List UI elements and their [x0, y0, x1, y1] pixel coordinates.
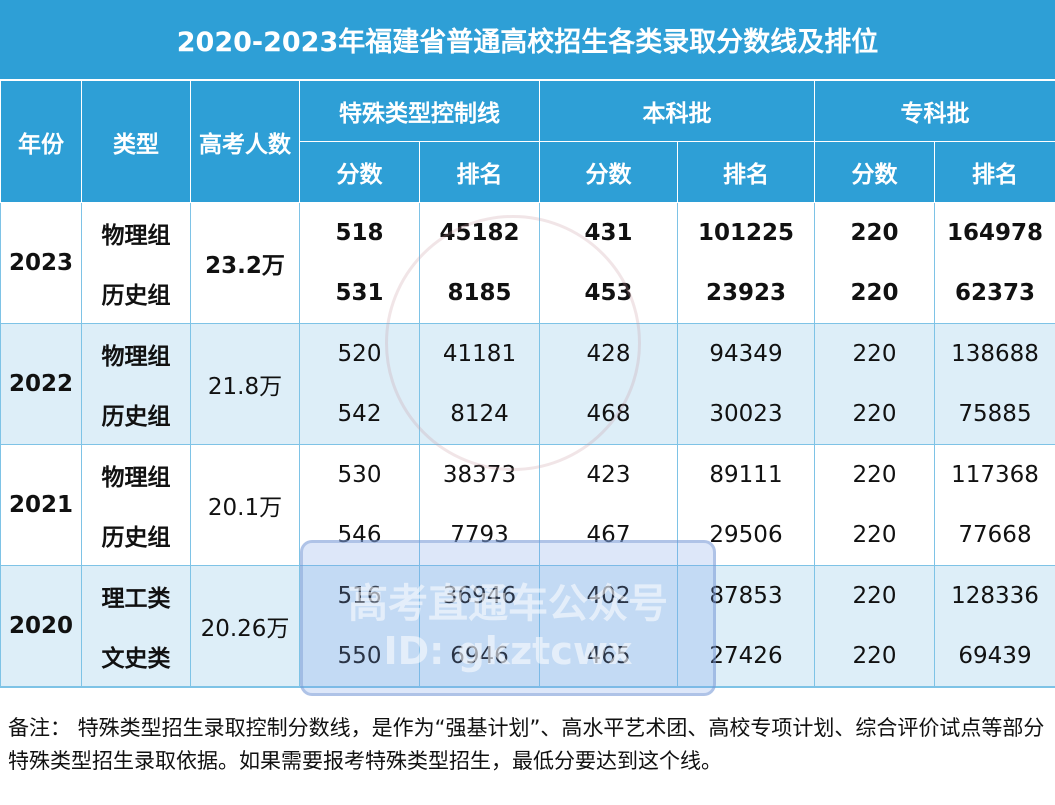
year-cell: 2021: [1, 445, 82, 566]
undergrad-rank-cell: 30023: [678, 384, 815, 445]
vocational-score-cell: 220: [815, 505, 935, 566]
vocational-rank-cell: 62373: [935, 263, 1055, 324]
header-type: 类型: [82, 81, 191, 203]
undergrad-rank-cell: 101225: [678, 203, 815, 264]
undergrad-rank-cell: 94349: [678, 324, 815, 385]
table-row: 文史类 550 6946 465 27426 220 69439: [1, 626, 1055, 687]
header-special: 特殊类型控制线: [300, 81, 540, 142]
year-group-2022: 2022 物理组 21.8万 520 41181 428 94349 220 1…: [1, 324, 1055, 445]
header-examinees: 高考人数: [191, 81, 300, 203]
type-cell: 历史组: [82, 384, 191, 445]
vocational-rank-cell: 77668: [935, 505, 1055, 566]
undergrad-rank-cell: 23923: [678, 263, 815, 324]
table-row: 历史组 546 7793 467 29506 220 77668: [1, 505, 1055, 566]
vocational-rank-cell: 128336: [935, 566, 1055, 627]
special-score-cell: 542: [300, 384, 420, 445]
vocational-score-cell: 220: [815, 445, 935, 506]
special-rank-cell: 8124: [420, 384, 540, 445]
examinees-cell: 20.1万: [191, 445, 300, 566]
type-cell: 文史类: [82, 626, 191, 687]
year-group-2020: 2020 理工类 20.26万 516 36946 402 87853 220 …: [1, 566, 1055, 687]
special-score-cell: 518: [300, 203, 420, 264]
special-score-cell: 531: [300, 263, 420, 324]
header-undergrad-score: 分数: [540, 142, 678, 203]
special-rank-cell: 41181: [420, 324, 540, 385]
vocational-rank-cell: 117368: [935, 445, 1055, 506]
special-score-cell: 516: [300, 566, 420, 627]
header-undergrad: 本科批: [540, 81, 815, 142]
score-table: 年份 类型 高考人数 特殊类型控制线 本科批 专科批 分数 排名 分数 排名 分…: [0, 80, 1055, 687]
footnote: 备注： 特殊类型招生录取控制分数线，是作为“强基计划”、高水平艺术团、高校专项计…: [0, 687, 1055, 805]
special-rank-cell: 6946: [420, 626, 540, 687]
header-undergrad-rank: 排名: [678, 142, 815, 203]
vocational-rank-cell: 69439: [935, 626, 1055, 687]
undergrad-rank-cell: 29506: [678, 505, 815, 566]
special-score-cell: 550: [300, 626, 420, 687]
vocational-score-cell: 220: [815, 203, 935, 264]
undergrad-score-cell: 453: [540, 263, 678, 324]
year-cell: 2022: [1, 324, 82, 445]
type-cell: 历史组: [82, 263, 191, 324]
special-rank-cell: 7793: [420, 505, 540, 566]
undergrad-score-cell: 431: [540, 203, 678, 264]
examinees-cell: 21.8万: [191, 324, 300, 445]
special-rank-cell: 45182: [420, 203, 540, 264]
undergrad-score-cell: 423: [540, 445, 678, 506]
examinees-cell: 23.2万: [191, 203, 300, 324]
header-vocational: 专科批: [815, 81, 1055, 142]
year-cell: 2020: [1, 566, 82, 687]
header-special-score: 分数: [300, 142, 420, 203]
year-group-2023: 2023 物理组 23.2万 518 45182 431 101225 220 …: [1, 203, 1055, 324]
vocational-score-cell: 220: [815, 384, 935, 445]
header-vocational-rank: 排名: [935, 142, 1055, 203]
vocational-score-cell: 220: [815, 263, 935, 324]
undergrad-rank-cell: 87853: [678, 566, 815, 627]
table-row: 历史组 531 8185 453 23923 220 62373: [1, 263, 1055, 324]
special-rank-cell: 38373: [420, 445, 540, 506]
header-year: 年份: [1, 81, 82, 203]
special-rank-cell: 36946: [420, 566, 540, 627]
undergrad-score-cell: 465: [540, 626, 678, 687]
undergrad-score-cell: 467: [540, 505, 678, 566]
type-cell: 理工类: [82, 566, 191, 627]
undergrad-score-cell: 428: [540, 324, 678, 385]
undergrad-rank-cell: 89111: [678, 445, 815, 506]
year-group-2021: 2021 物理组 20.1万 530 38373 423 89111 220 1…: [1, 445, 1055, 566]
special-rank-cell: 8185: [420, 263, 540, 324]
vocational-score-cell: 220: [815, 324, 935, 385]
table-row: 2020 理工类 20.26万 516 36946 402 87853 220 …: [1, 566, 1055, 627]
table-row: 2023 物理组 23.2万 518 45182 431 101225 220 …: [1, 203, 1055, 264]
type-cell: 物理组: [82, 203, 191, 264]
year-cell: 2023: [1, 203, 82, 324]
table-title: 2020-2023年福建省普通高校招生各类录取分数线及排位: [0, 0, 1055, 80]
type-cell: 物理组: [82, 324, 191, 385]
vocational-rank-cell: 164978: [935, 203, 1055, 264]
examinees-cell: 20.26万: [191, 566, 300, 687]
type-cell: 历史组: [82, 505, 191, 566]
undergrad-rank-cell: 27426: [678, 626, 815, 687]
header-vocational-score: 分数: [815, 142, 935, 203]
special-score-cell: 546: [300, 505, 420, 566]
vocational-rank-cell: 75885: [935, 384, 1055, 445]
undergrad-score-cell: 468: [540, 384, 678, 445]
header-special-rank: 排名: [420, 142, 540, 203]
table-row: 历史组 542 8124 468 30023 220 75885: [1, 384, 1055, 445]
type-cell: 物理组: [82, 445, 191, 506]
table-row: 2022 物理组 21.8万 520 41181 428 94349 220 1…: [1, 324, 1055, 385]
vocational-rank-cell: 138688: [935, 324, 1055, 385]
table-row: 2021 物理组 20.1万 530 38373 423 89111 220 1…: [1, 445, 1055, 506]
special-score-cell: 530: [300, 445, 420, 506]
vocational-score-cell: 220: [815, 566, 935, 627]
vocational-score-cell: 220: [815, 626, 935, 687]
special-score-cell: 520: [300, 324, 420, 385]
undergrad-score-cell: 402: [540, 566, 678, 627]
